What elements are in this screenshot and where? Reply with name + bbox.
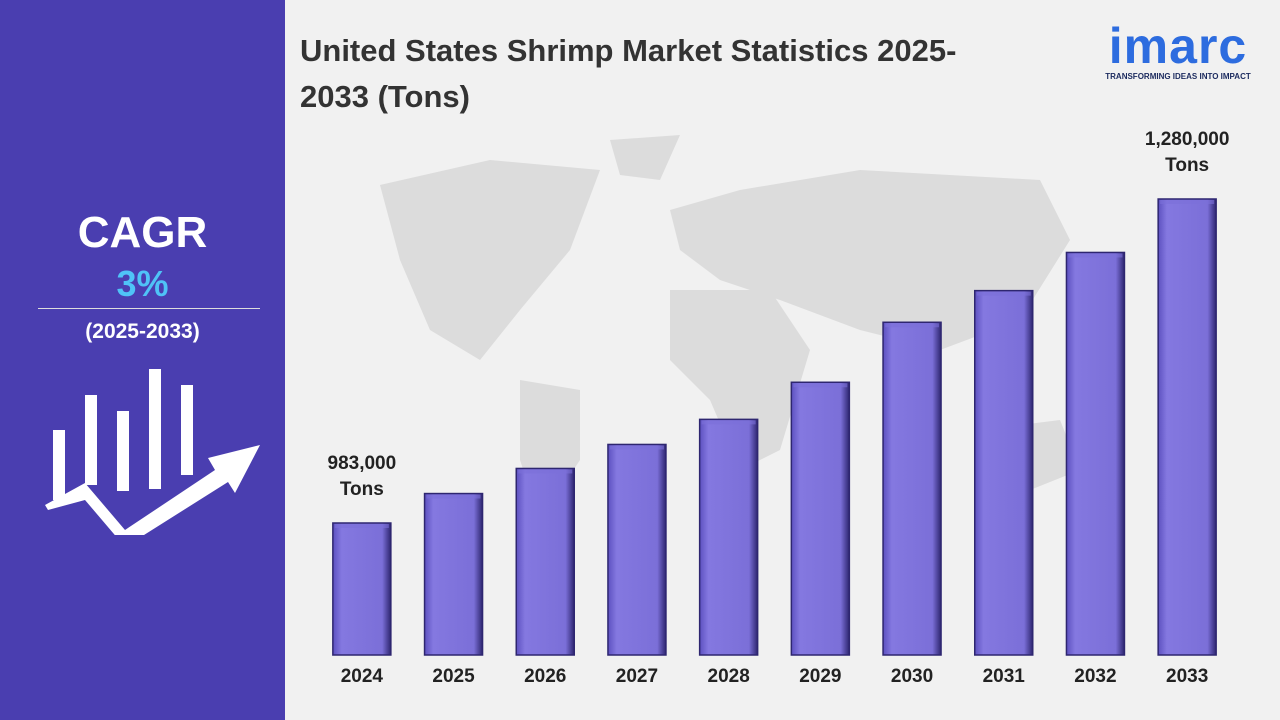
bar xyxy=(698,418,759,656)
bar-highlight xyxy=(885,323,940,328)
x-tick-label: 2025 xyxy=(432,666,475,687)
x-tick-label: 2032 xyxy=(1074,666,1116,687)
bar xyxy=(1157,198,1217,656)
x-tick-label: 2024 xyxy=(341,666,384,687)
bar-highlight xyxy=(793,383,848,388)
bar-highlight xyxy=(609,445,664,450)
world-map xyxy=(380,135,1080,520)
value-label: 1,280,000 Tons xyxy=(1144,129,1230,176)
bar-highlight xyxy=(334,524,389,528)
bar xyxy=(423,492,484,656)
bar xyxy=(790,381,851,656)
cagr-period: (2025-2033) xyxy=(85,320,200,343)
bar-highlight xyxy=(1068,253,1123,258)
bar-highlight xyxy=(976,291,1031,296)
logo: imarc xyxy=(1108,18,1248,74)
bar-highlight xyxy=(518,469,573,474)
chart-title: United States Shrimp Market Statistics 2… xyxy=(300,33,957,114)
x-tick-label: 2026 xyxy=(524,666,566,687)
bar xyxy=(882,321,942,656)
bar xyxy=(515,467,575,656)
cagr-value: 3% xyxy=(116,263,169,304)
value-label: 983,000 Tons xyxy=(327,453,397,500)
x-tick-label: 2030 xyxy=(891,666,933,687)
x-tick-label: 2027 xyxy=(616,666,658,687)
bar xyxy=(607,443,667,656)
bar xyxy=(1065,251,1126,656)
cagr-label: CAGR xyxy=(77,208,208,257)
x-tick-label: 2029 xyxy=(799,666,841,687)
bar-highlight xyxy=(426,494,481,499)
x-tick-label: 2033 xyxy=(1166,666,1208,687)
tagline: TRANSFORMING IDEAS INTO IMPACT xyxy=(1105,72,1251,81)
x-tick-label: 2028 xyxy=(708,666,750,687)
bar xyxy=(332,522,392,656)
bar xyxy=(974,289,1034,656)
side-panel xyxy=(0,0,285,720)
divider xyxy=(38,308,260,309)
bar-highlight xyxy=(1160,200,1215,204)
growth-icon xyxy=(45,369,260,535)
x-tick-label: 2031 xyxy=(983,666,1026,687)
bar-highlight xyxy=(701,420,756,425)
